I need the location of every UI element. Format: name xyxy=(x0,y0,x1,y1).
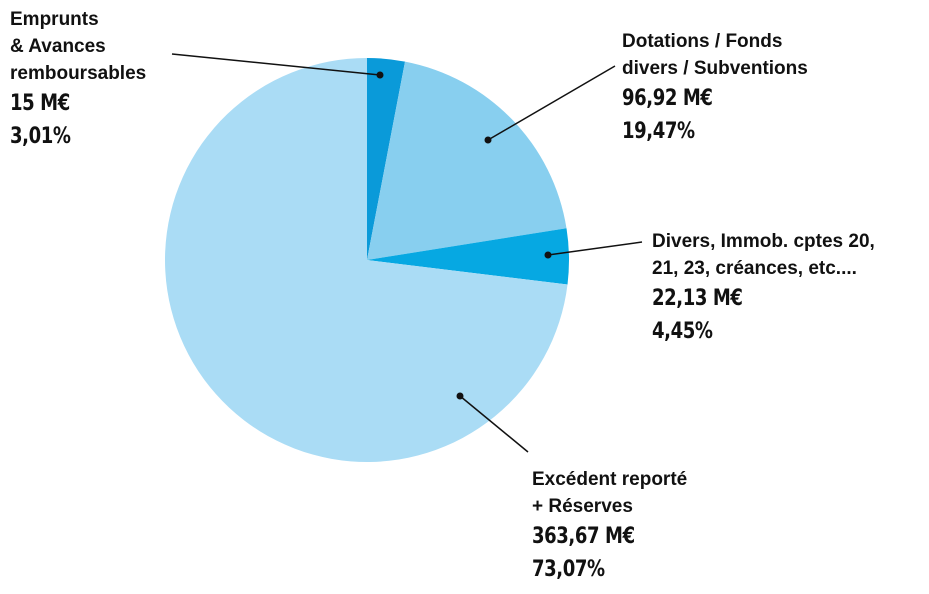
pie-slice xyxy=(367,228,570,285)
value-label: 96,92 M€ xyxy=(622,86,713,111)
percentage-label: 3,01% xyxy=(10,124,71,149)
leader-line xyxy=(547,241,643,256)
category-label: Excédent reporté + Réserves xyxy=(532,469,688,517)
percentage-label: 4,45% xyxy=(652,319,713,344)
percentage-label: 19,47% xyxy=(622,119,695,144)
leader-line xyxy=(171,53,381,76)
slice-label: Emprunts & Avances remboursables 15 M€ 3,0… xyxy=(10,6,146,153)
value-label: 15 M€ xyxy=(10,91,70,116)
pie-slice xyxy=(164,58,568,462)
category-label: Emprunts & Avances remboursables xyxy=(10,9,147,84)
pie-slice xyxy=(367,58,406,260)
category-label: Divers, Immob. cptes 20, 21, 23, créance… xyxy=(652,231,875,279)
leader-dot xyxy=(484,136,492,144)
category-label: Dotations / Fonds divers / Subventions xyxy=(622,31,808,79)
leader-line xyxy=(487,65,616,141)
leader-dot xyxy=(376,71,384,79)
percentage-label: 73,07% xyxy=(532,557,605,582)
value-label: 363,67 M€ xyxy=(532,524,635,549)
leader-line xyxy=(459,395,529,453)
slice-label: Dotations / Fonds divers / Subventions 96… xyxy=(622,28,808,148)
slice-label: Excédent reporté + Réserves 363,67 M€ 73,0… xyxy=(532,466,687,586)
leader-dot xyxy=(544,251,552,259)
value-label: 22,13 M€ xyxy=(652,286,743,311)
leader-dot xyxy=(456,392,464,400)
slice-label: Divers, Immob. cptes 20, 21, 23, créance… xyxy=(652,228,875,348)
pie-slice xyxy=(367,61,567,260)
